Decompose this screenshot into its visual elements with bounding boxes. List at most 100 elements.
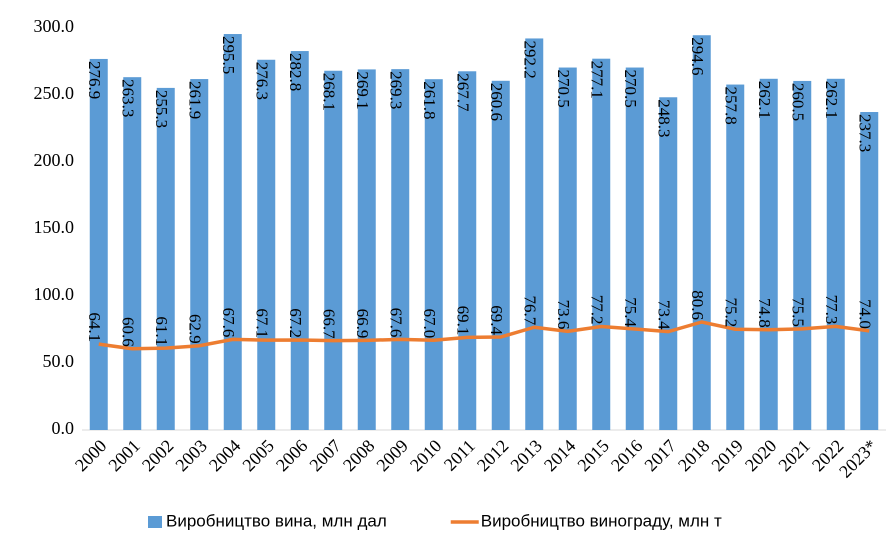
data-label: 64.1 (85, 312, 104, 342)
x-tick-label: 2021 (774, 436, 814, 476)
bar (458, 71, 477, 431)
bar (592, 58, 611, 430)
y-tick-label: 250.0 (34, 83, 75, 103)
x-tick-label: 2001 (104, 436, 144, 476)
data-label: 262.1 (755, 81, 774, 119)
x-tick-label: 2002 (138, 436, 178, 476)
data-label: 269.3 (386, 71, 405, 109)
bar (558, 67, 577, 430)
data-label: 270.5 (621, 70, 640, 108)
data-label: 261.9 (185, 81, 204, 119)
data-label: 262.1 (822, 81, 841, 119)
data-label: 60.6 (118, 317, 137, 347)
bar (156, 87, 175, 430)
data-label: 74.8 (755, 298, 774, 328)
bar (826, 78, 845, 430)
data-label: 69.1 (453, 306, 472, 336)
data-label: 292.2 (520, 40, 539, 78)
y-tick-label: 50.0 (43, 351, 75, 371)
data-label: 75.4 (621, 297, 640, 327)
data-label: 277.1 (587, 61, 606, 99)
bar (190, 79, 209, 430)
bar (257, 59, 276, 431)
data-label: 260.5 (788, 83, 807, 121)
bar (759, 78, 778, 430)
x-tick-label: 2005 (238, 436, 278, 476)
x-tick-label: 2004 (205, 436, 245, 476)
data-label: 74.0 (855, 299, 874, 329)
bar (860, 112, 879, 430)
data-label: 73.6 (554, 300, 573, 330)
data-label: 67.2 (286, 308, 305, 338)
legend-label: Виробництво винограду, млн т (481, 511, 722, 530)
x-tick-label: 2003 (171, 436, 211, 476)
x-tick-label: 2010 (406, 436, 446, 476)
x-tick-label: 2018 (674, 436, 714, 476)
x-tick-label: 2013 (506, 436, 546, 476)
x-tick-label: 2009 (372, 436, 412, 476)
data-label: 260.6 (487, 83, 506, 121)
data-label: 268.1 (319, 73, 338, 111)
legend-swatch (148, 516, 162, 528)
data-label: 255.3 (152, 90, 171, 128)
bar (424, 79, 443, 431)
x-tick-label: 2017 (640, 436, 680, 476)
bar (692, 35, 711, 431)
bar (491, 80, 510, 431)
y-tick-label: 0.0 (52, 418, 75, 438)
x-tick-label: 2008 (339, 436, 379, 476)
x-tick-label: 2015 (573, 436, 613, 476)
data-label: 248.3 (654, 99, 673, 137)
data-label: 261.8 (420, 81, 439, 119)
x-tick-label: 2023* (835, 436, 881, 482)
x-tick-label: 2006 (272, 436, 312, 476)
x-tick-label: 2016 (607, 436, 647, 476)
data-label: 237.3 (855, 114, 874, 152)
bar (391, 69, 410, 430)
data-label: 75.5 (788, 297, 807, 327)
data-label: 66.7 (319, 309, 338, 339)
y-tick-label: 150.0 (34, 217, 75, 237)
bar (659, 97, 678, 430)
bar (123, 77, 142, 430)
x-tick-label: 2012 (473, 436, 513, 476)
data-label: 61.1 (152, 316, 171, 346)
data-label: 67.6 (386, 308, 405, 338)
data-label: 270.5 (554, 70, 573, 108)
data-label: 80.6 (688, 290, 707, 320)
bar (793, 80, 812, 431)
bar (324, 70, 343, 430)
x-tick-label: 2011 (440, 436, 479, 475)
data-label: 282.8 (286, 53, 305, 91)
data-label: 67.1 (252, 308, 271, 338)
data-label: 66.9 (353, 309, 372, 339)
data-label: 276.3 (252, 62, 271, 100)
bar (357, 69, 376, 430)
bar (290, 51, 309, 430)
data-label: 257.8 (721, 87, 740, 125)
y-tick-label: 300.0 (34, 16, 75, 36)
y-tick-label: 200.0 (34, 150, 75, 170)
data-label: 67.6 (219, 308, 238, 338)
data-label: 77.3 (822, 295, 841, 325)
data-label: 295.5 (219, 36, 238, 74)
bar (625, 67, 644, 430)
data-label: 73.4 (654, 300, 673, 330)
data-label: 267.7 (453, 73, 472, 112)
bar (89, 58, 108, 430)
bar (726, 84, 745, 430)
data-label: 67.0 (420, 308, 439, 338)
data-label: 276.9 (85, 61, 104, 99)
y-tick-label: 100.0 (34, 284, 75, 304)
legend-label: Виробництво вина, млн дал (166, 511, 387, 530)
x-tick-label: 2007 (305, 436, 345, 476)
data-label: 62.9 (185, 314, 204, 344)
data-label: 263.3 (118, 79, 137, 117)
bar (223, 34, 242, 430)
data-label: 76.7 (520, 295, 539, 325)
data-label: 269.1 (353, 71, 372, 109)
data-label: 75.2 (721, 297, 740, 327)
data-label: 69.4 (487, 305, 506, 335)
x-tick-label: 2000 (71, 436, 111, 476)
